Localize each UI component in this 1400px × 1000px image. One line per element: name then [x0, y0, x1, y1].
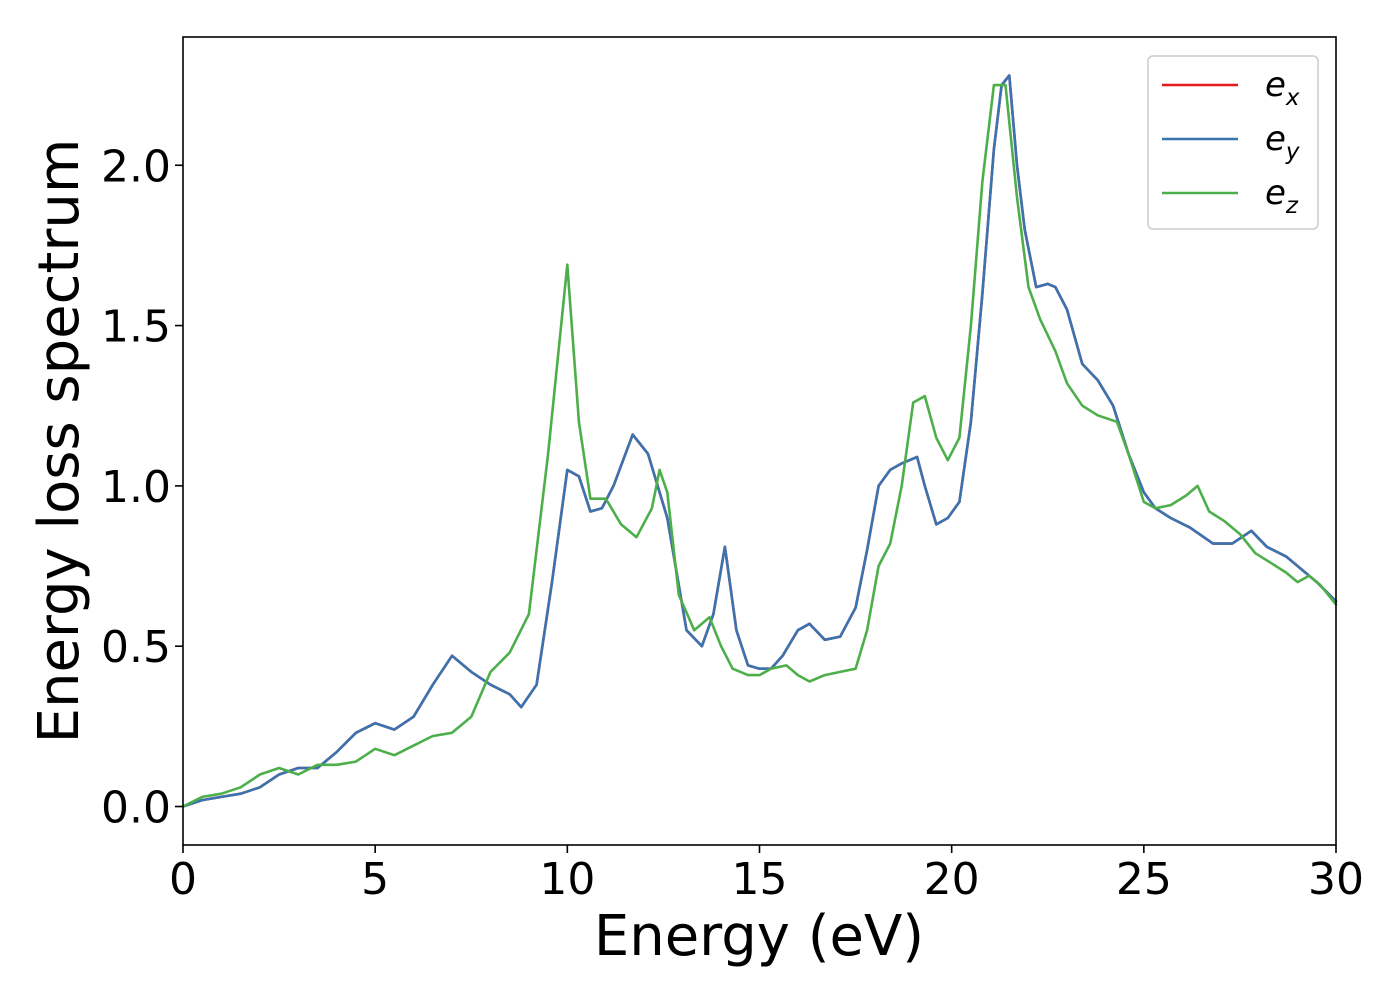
- legend-label-e-z: ez: [1265, 173, 1299, 219]
- x-axis-ticks: 0 5 10 15 20 25 30: [169, 845, 1364, 905]
- series-line-e-z: [181, 83, 1338, 808]
- x-tick-label: 5: [361, 854, 389, 905]
- x-axis-label: Energy (eV): [594, 904, 924, 969]
- y-axis-ticks: 0.0 0.5 1.0 1.5 2.0: [101, 141, 183, 834]
- x-tick-label: 10: [539, 854, 595, 905]
- x-tick-label: 15: [732, 854, 788, 905]
- legend: ex ey ez: [1147, 55, 1319, 230]
- x-tick-label: 0: [169, 854, 197, 905]
- x-tick-label: 20: [924, 854, 980, 905]
- y-tick-label: 1.0: [101, 462, 171, 513]
- y-tick-label: 0.0: [101, 783, 171, 834]
- x-tick-label: 30: [1308, 854, 1364, 905]
- legend-label-e-x: ex: [1265, 65, 1300, 111]
- plot-area-background: [183, 37, 1336, 845]
- x-tick-label: 25: [1116, 854, 1172, 905]
- y-axis-label: Energy loss spectrum: [27, 139, 92, 744]
- y-tick-label: 0.5: [101, 622, 171, 673]
- legend-label-e-y: ey: [1265, 119, 1300, 165]
- series-layer: [181, 74, 1338, 808]
- y-tick-label: 2.0: [101, 141, 171, 192]
- legend-frame: [1147, 55, 1319, 230]
- series-line-e-y: [181, 74, 1338, 808]
- y-tick-label: 1.5: [101, 302, 171, 353]
